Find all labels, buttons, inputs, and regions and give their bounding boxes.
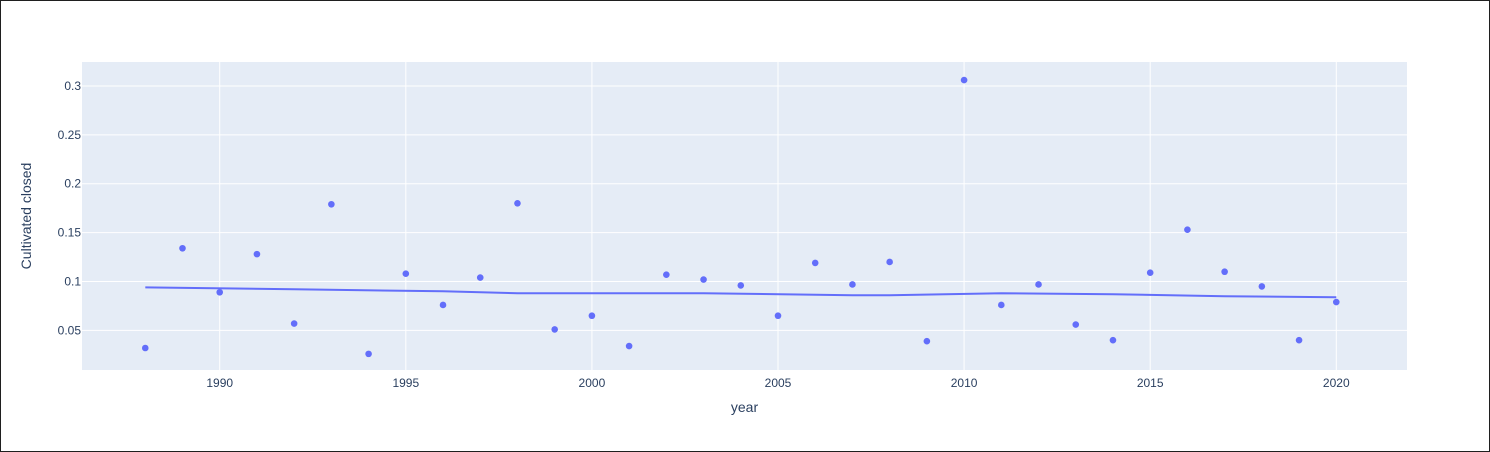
data-point <box>774 312 782 320</box>
data-point <box>1184 226 1191 233</box>
data-point <box>1109 336 1117 344</box>
data-points <box>141 76 1340 358</box>
data-point <box>1146 269 1154 277</box>
data-point <box>588 312 596 320</box>
data-point <box>216 288 224 296</box>
y-tick-label: 0.05 <box>58 323 82 337</box>
y-tick-label: 0.15 <box>58 226 82 240</box>
x-tick-label: 2015 <box>1137 376 1164 390</box>
data-point <box>365 350 372 358</box>
data-point <box>1035 281 1042 288</box>
y-tick-label: 0.2 <box>64 177 81 191</box>
data-point <box>179 244 186 252</box>
data-point <box>439 301 447 309</box>
data-point <box>328 200 335 208</box>
x-tick-label: 2010 <box>951 376 978 390</box>
data-point <box>1221 268 1228 276</box>
data-point <box>514 199 521 207</box>
y-axis-title: Cultivated closed <box>18 163 34 270</box>
data-point <box>253 250 261 258</box>
x-tick-label: 1990 <box>206 376 233 390</box>
data-point <box>700 276 707 283</box>
y-tick-label: 0.3 <box>64 79 81 93</box>
trend-line <box>145 286 1337 299</box>
data-point <box>811 259 819 267</box>
data-point <box>663 271 670 278</box>
y-tick-labels: 0.05 0.1 0.15 0.2 0.25 0.3 <box>58 79 82 337</box>
x-tick-label: 2000 <box>579 376 606 390</box>
data-point <box>923 337 931 345</box>
data-point <box>476 274 484 281</box>
x-tick-label: 1995 <box>392 376 419 390</box>
data-point <box>998 301 1005 309</box>
data-point <box>402 270 410 277</box>
y-tick-label: 0.1 <box>64 275 81 289</box>
x-tick-labels: 1990 1995 2000 2005 2010 2015 2020 <box>206 376 1350 390</box>
data-point <box>1295 336 1303 344</box>
data-point <box>141 344 149 352</box>
x-gridlines <box>219 62 1337 370</box>
data-point <box>551 326 558 333</box>
data-point <box>849 281 856 288</box>
y-tick-label: 0.25 <box>58 128 82 142</box>
plot-area <box>82 62 1407 370</box>
data-point <box>1332 298 1340 306</box>
data-point <box>290 320 298 327</box>
data-point <box>960 76 968 84</box>
x-axis-title: year <box>731 399 759 415</box>
x-tick-label: 2005 <box>765 376 792 390</box>
x-tick-label: 2020 <box>1323 376 1350 390</box>
data-point <box>1258 283 1266 290</box>
data-point <box>737 282 745 289</box>
data-point <box>1072 321 1080 328</box>
data-point <box>625 342 633 350</box>
data-point <box>886 258 893 266</box>
